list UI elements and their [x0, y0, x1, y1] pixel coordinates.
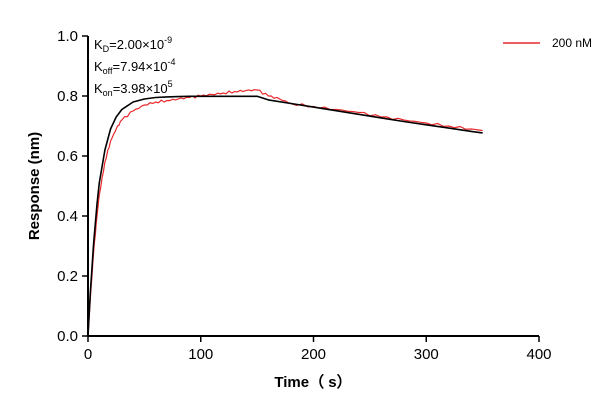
kd-text: =2.00×10	[109, 37, 164, 52]
kon-text: =3.98×10	[113, 81, 168, 96]
kd-annotation: KD=2.00×10-9	[94, 35, 172, 54]
series-line-200nm	[87, 89, 483, 337]
y-tick-label: 1.0	[57, 28, 78, 45]
y-tick-label: 0.0	[57, 328, 78, 345]
legend: 200 nM	[503, 36, 592, 50]
kinetic-constants-annotation: KD=2.00×10-9 Koff=7.94×10-4 Kon=3.98×105	[94, 35, 175, 98]
y-tick-label: 0.4	[57, 208, 78, 225]
koff-sup: -4	[167, 57, 175, 67]
koff-base: K	[94, 59, 103, 74]
ticks: 0.0 0.2 0.4 0.6 0.8 1.0 0 100 200 300 400	[57, 28, 551, 363]
x-tick-label: 400	[526, 346, 551, 363]
x-axis-title: Time（ s）	[274, 373, 351, 391]
y-axis-title: Response (nm)	[26, 132, 43, 240]
x-tick-label: 200	[301, 346, 326, 363]
kon-sub: on	[103, 88, 113, 98]
series	[87, 89, 483, 337]
x-tick-label: 100	[188, 346, 213, 363]
koff-sub: off	[103, 66, 113, 76]
kon-annotation: Kon=3.98×105	[94, 79, 173, 98]
x-tick-label: 300	[414, 346, 439, 363]
kon-sup: 5	[168, 79, 173, 89]
y-tick-label: 0.6	[57, 148, 78, 165]
kd-base: K	[94, 37, 103, 52]
fit-curve-line	[87, 95, 483, 337]
kon-base: K	[94, 81, 103, 96]
legend-label-200nm: 200 nM	[552, 36, 592, 50]
kd-sub: D	[103, 44, 110, 54]
y-tick-label: 0.2	[57, 268, 78, 285]
kd-sup: -9	[164, 35, 172, 45]
koff-text: =7.94×10	[113, 59, 168, 74]
x-tick-label: 0	[84, 346, 92, 363]
y-tick-label: 0.8	[57, 88, 78, 105]
koff-annotation: Koff=7.94×10-4	[94, 57, 175, 76]
